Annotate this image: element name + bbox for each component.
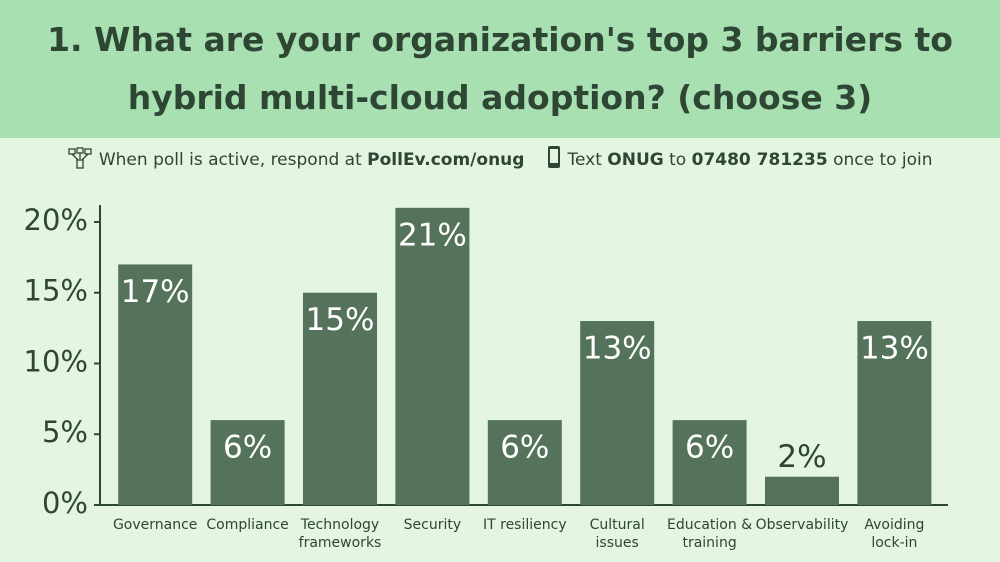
x-tick-label: Observability [755, 517, 849, 533]
sms-number: 07480 781235 [691, 150, 828, 170]
phone-icon [548, 146, 561, 168]
bar [672, 420, 747, 505]
value-label: 17% [121, 274, 190, 310]
instructions: When poll is active, respond at PollEv.c… [0, 145, 1000, 173]
y-tick-label: 10% [24, 344, 88, 378]
bar [210, 420, 285, 505]
web-icon [68, 147, 93, 169]
x-tick-label: IT resiliency [482, 517, 567, 533]
poll-title: 1. What are your organization's top 3 ba… [47, 20, 953, 117]
web-text: When poll is active, respond at [98, 150, 362, 170]
sms-text: Text [567, 150, 602, 170]
value-label: 13% [583, 331, 652, 367]
x-tick-label: Education & training [667, 517, 753, 551]
value-label: 6% [500, 430, 549, 466]
header: 1. What are your organization's top 3 ba… [0, 0, 1000, 138]
y-tick-label: 0% [42, 486, 88, 520]
value-label: 15% [306, 302, 375, 338]
sms-to: to [669, 150, 687, 170]
x-tick-label: Cultural issues [589, 517, 645, 551]
bar [118, 264, 193, 505]
value-label: 6% [685, 430, 734, 466]
bar [765, 476, 839, 505]
y-tick-label: 20% [24, 203, 88, 237]
x-tick-label: Avoiding lock-in [864, 517, 925, 551]
bar [857, 321, 932, 505]
value-label: 13% [860, 331, 929, 367]
web-link[interactable]: PollEv.com/onug [367, 150, 525, 170]
bar [395, 207, 470, 505]
bar [580, 321, 655, 505]
sms-keyword: ONUG [607, 150, 664, 170]
sms-end: once to join [833, 150, 933, 170]
x-tick-label: Governance [112, 517, 198, 533]
x-tick-label: Security [403, 517, 462, 533]
value-label: 2% [777, 439, 826, 475]
bar [303, 292, 377, 505]
x-tick-label: Compliance [206, 517, 289, 533]
value-label: 21% [398, 217, 467, 253]
bar [487, 420, 562, 505]
x-tick-label: Technology frameworks [298, 517, 382, 551]
y-tick-label: 15% [24, 274, 88, 308]
y-tick-label: 5% [42, 415, 88, 449]
value-label: 6% [223, 430, 272, 466]
